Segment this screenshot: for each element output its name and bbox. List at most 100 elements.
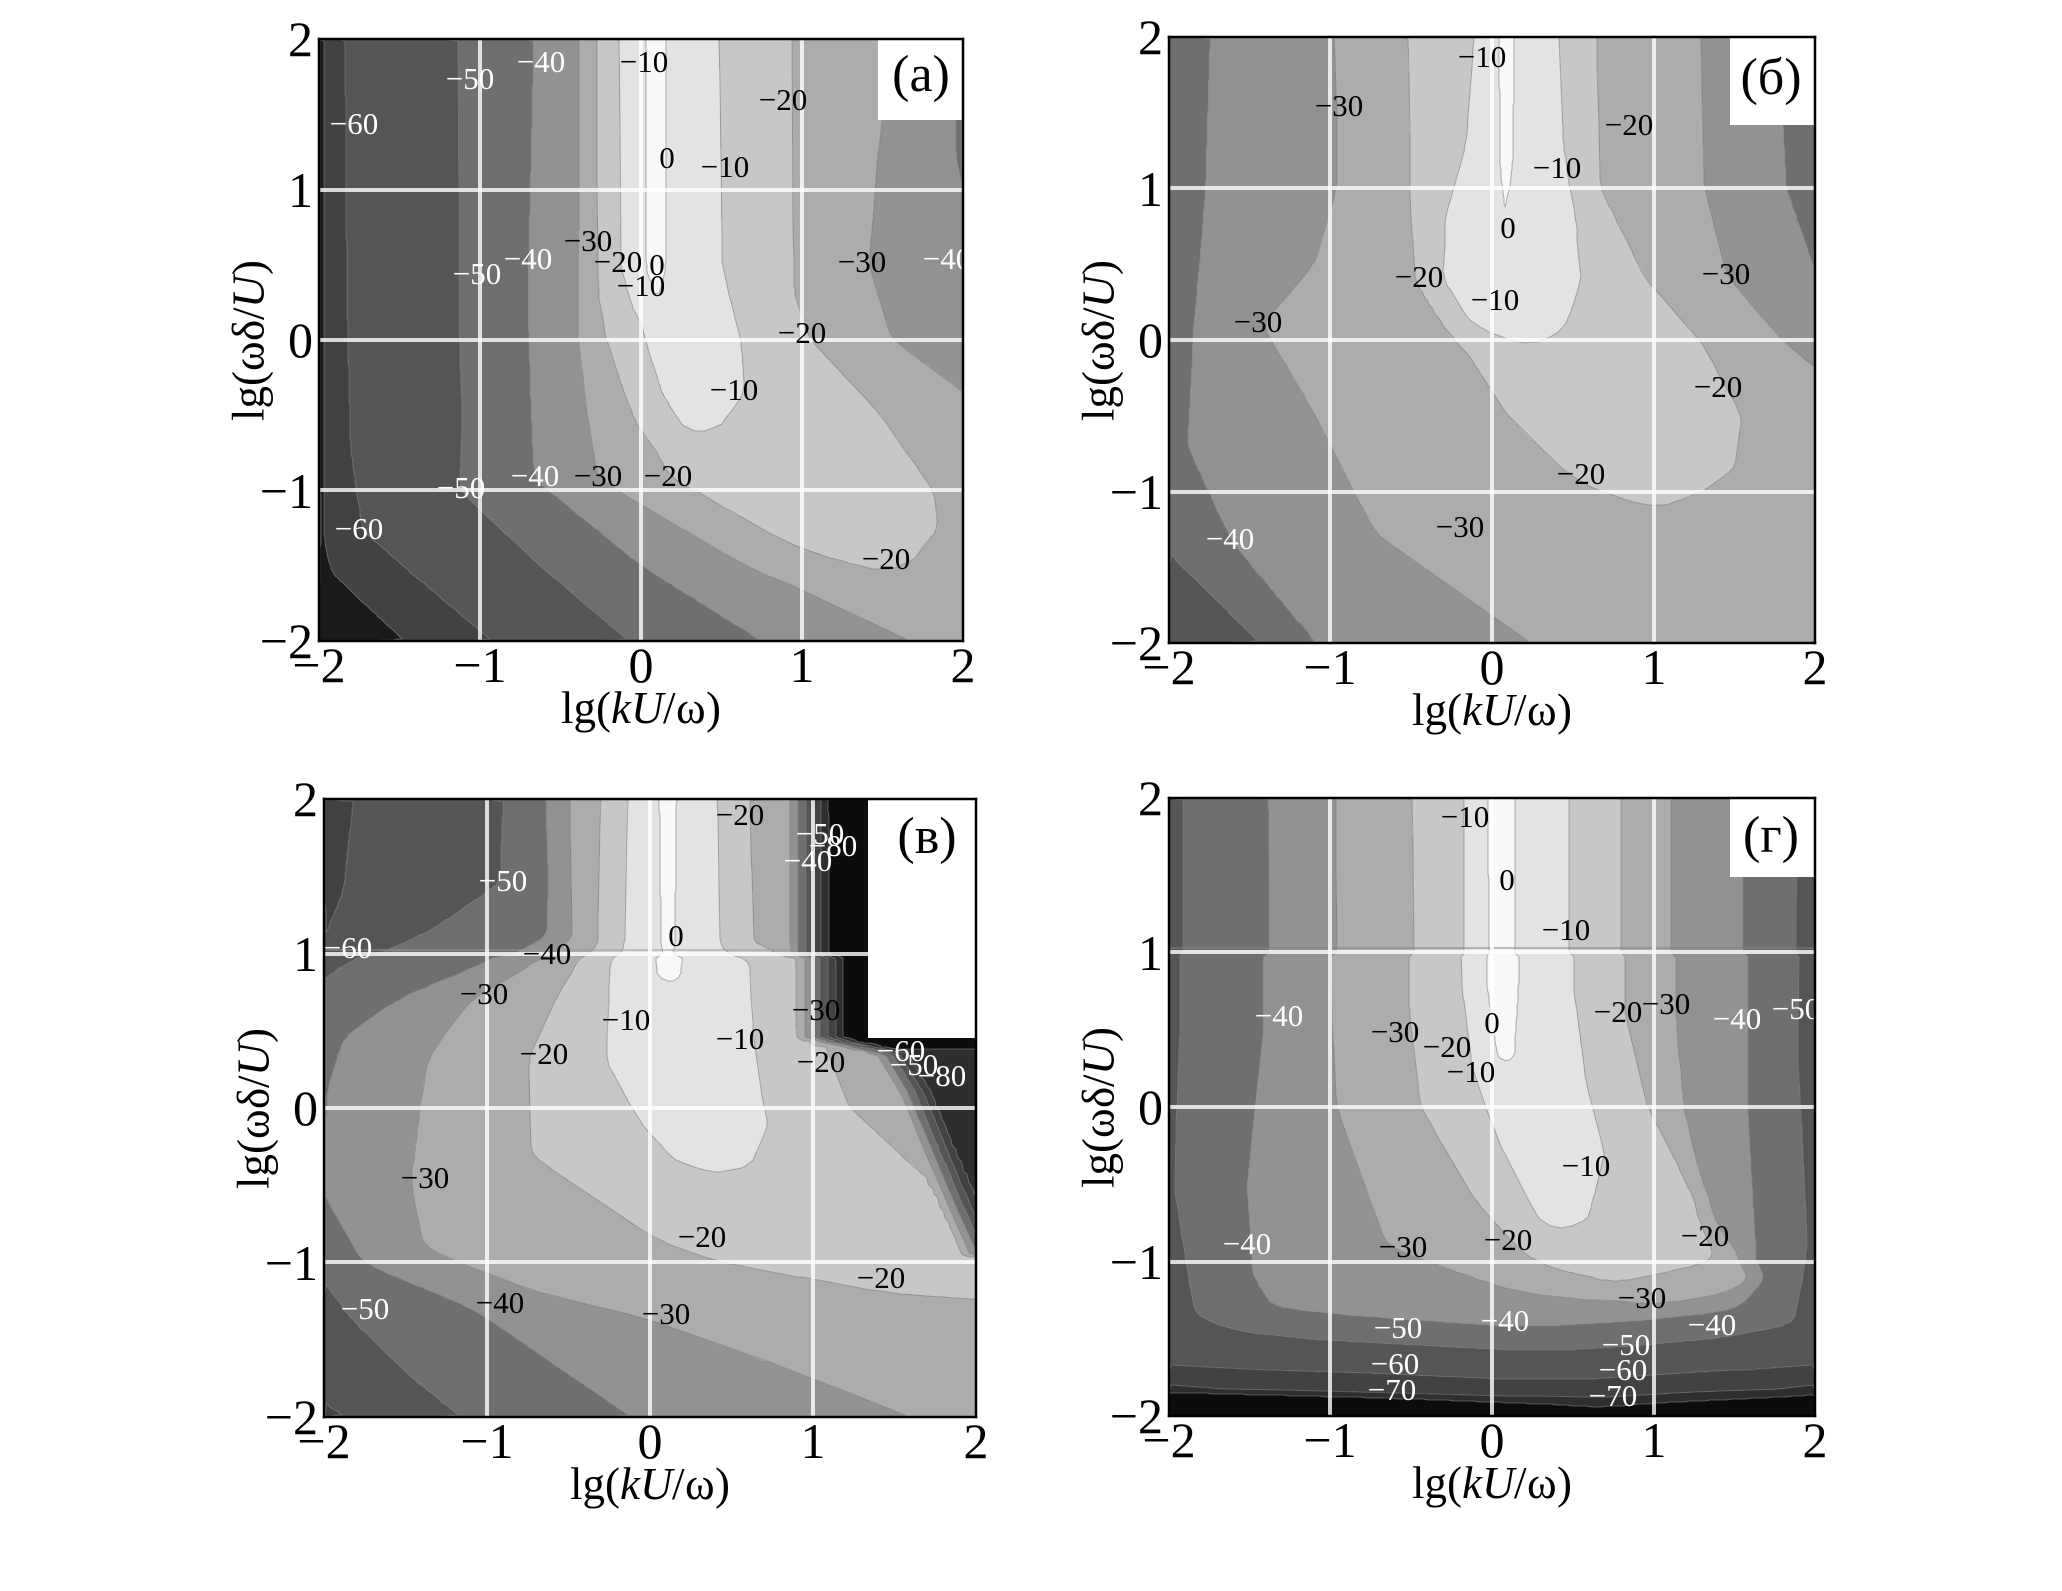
svg-text:−2: −2 <box>297 1413 350 1469</box>
svg-text:(б): (б) <box>1740 49 1801 106</box>
svg-text:−20: −20 <box>778 315 826 350</box>
svg-text:−40: −40 <box>1206 521 1254 556</box>
svg-text:−30: −30 <box>1702 256 1750 291</box>
svg-text:−80: −80 <box>809 828 857 863</box>
svg-text:−40: −40 <box>517 44 565 79</box>
svg-text:−20: −20 <box>759 82 807 117</box>
svg-text:−60: −60 <box>324 930 372 965</box>
svg-text:0: 0 <box>668 918 684 953</box>
svg-text:−30: −30 <box>1315 88 1363 123</box>
svg-text:−50: −50 <box>479 863 527 898</box>
svg-text:−10: −10 <box>701 149 749 184</box>
svg-text:−30: −30 <box>401 1160 449 1195</box>
svg-text:−20: −20 <box>1395 259 1443 294</box>
svg-text:l g ( /: l g ( / ω ) k U <box>561 683 725 733</box>
svg-text:−20: −20 <box>797 1044 845 1079</box>
svg-text:−50: −50 <box>1374 1310 1422 1345</box>
svg-text:−30: −30 <box>1234 304 1282 339</box>
svg-text:0: 0 <box>1484 1005 1500 1040</box>
svg-text:2: 2 <box>964 1413 989 1469</box>
svg-text:−2: −2 <box>265 1389 318 1445</box>
svg-text:−2: −2 <box>1142 1412 1195 1468</box>
svg-text:−30: −30 <box>564 223 612 258</box>
svg-text:l g ( ω: l g ( ω δ / ) U <box>223 256 273 421</box>
svg-text:−60: −60 <box>330 106 378 141</box>
svg-text:−40: −40 <box>504 241 552 276</box>
svg-text:−30: −30 <box>792 992 840 1027</box>
svg-text:−10: −10 <box>716 1021 764 1056</box>
svg-text:l g ( /: l g ( / ω ) k U <box>1412 1458 1576 1508</box>
svg-text:−10: −10 <box>1471 282 1519 317</box>
svg-text:−1: −1 <box>265 1235 318 1291</box>
svg-text:−1: −1 <box>1110 464 1163 520</box>
svg-text:−50: −50 <box>437 470 485 505</box>
svg-text:−40: −40 <box>1481 1303 1529 1338</box>
svg-text:0: 0 <box>1138 1079 1163 1135</box>
svg-text:0: 0 <box>629 637 654 693</box>
svg-text:−20: −20 <box>716 797 764 832</box>
svg-text:0: 0 <box>649 247 665 282</box>
svg-text:0: 0 <box>1499 862 1515 897</box>
svg-text:−40: −40 <box>1688 1307 1736 1342</box>
svg-text:−1: −1 <box>1110 1234 1163 1290</box>
svg-text:0: 0 <box>288 312 313 368</box>
svg-text:−60: −60 <box>877 1033 925 1068</box>
svg-text:−20: −20 <box>1423 1029 1471 1064</box>
svg-text:0: 0 <box>293 1080 318 1136</box>
svg-text:−10: −10 <box>710 372 758 407</box>
svg-text:−20: −20 <box>678 1219 726 1254</box>
svg-text:−2: −2 <box>1110 1388 1163 1444</box>
svg-text:−10: −10 <box>1447 1054 1495 1089</box>
svg-text:−70: −70 <box>1368 1372 1416 1407</box>
svg-text:−20: −20 <box>862 541 910 576</box>
svg-text:2: 2 <box>1138 9 1163 65</box>
svg-text:−30: −30 <box>838 244 886 279</box>
svg-text:−30: −30 <box>1436 509 1484 544</box>
svg-text:−50: −50 <box>446 61 494 96</box>
svg-text:1: 1 <box>293 926 318 982</box>
svg-text:−50: −50 <box>453 256 501 291</box>
svg-text:−30: −30 <box>642 1296 690 1331</box>
svg-text:−10: −10 <box>1542 912 1590 947</box>
svg-text:−40: −40 <box>784 843 832 878</box>
svg-text:−40: −40 <box>511 458 559 493</box>
svg-text:1: 1 <box>288 162 313 218</box>
svg-text:−2: −2 <box>1142 639 1195 695</box>
svg-text:−20: −20 <box>1594 994 1642 1029</box>
svg-text:−20: −20 <box>1605 107 1653 142</box>
svg-text:−30: −30 <box>460 976 508 1011</box>
svg-text:1: 1 <box>1138 925 1163 981</box>
svg-text:l g ( /: l g ( / ω ) k U <box>570 1459 734 1509</box>
svg-text:−30: −30 <box>1371 1014 1419 1049</box>
svg-text:−20: −20 <box>520 1036 568 1071</box>
svg-text:1: 1 <box>1642 1412 1667 1468</box>
svg-text:−1: −1 <box>453 637 506 693</box>
svg-text:−20: −20 <box>1681 1218 1729 1253</box>
svg-text:0: 0 <box>1500 210 1516 245</box>
svg-text:−1: −1 <box>260 463 313 519</box>
svg-text:−10: −10 <box>620 44 668 79</box>
svg-text:−40: −40 <box>1713 1001 1761 1036</box>
svg-text:−10: −10 <box>1458 39 1506 74</box>
svg-text:−1: −1 <box>1303 639 1356 695</box>
svg-text:(а): (а) <box>892 46 950 103</box>
svg-text:−40: −40 <box>1255 998 1303 1033</box>
svg-text:−20: −20 <box>1484 1222 1532 1257</box>
svg-text:−10: −10 <box>1441 799 1489 834</box>
svg-text:−50: −50 <box>890 1047 938 1082</box>
svg-text:0: 0 <box>659 140 675 175</box>
svg-text:−80: −80 <box>918 1058 966 1093</box>
svg-text:2: 2 <box>1803 639 1828 695</box>
svg-text:−10: −10 <box>617 268 665 303</box>
svg-text:−10: −10 <box>1562 1148 1610 1183</box>
svg-text:2: 2 <box>951 637 976 693</box>
svg-text:−2: −2 <box>1110 615 1163 671</box>
svg-text:−30: −30 <box>1618 1280 1666 1315</box>
svg-text:−1: −1 <box>460 1413 513 1469</box>
svg-text:−40: −40 <box>1223 1226 1271 1261</box>
svg-text:l g ( ω: l g ( ω δ / ) U <box>228 1024 278 1189</box>
svg-text:l g ( ω: l g ( ω δ / ) U <box>1073 256 1123 421</box>
svg-text:1: 1 <box>790 637 815 693</box>
svg-text:−30: −30 <box>1379 1229 1427 1264</box>
svg-text:−50: −50 <box>796 816 844 851</box>
